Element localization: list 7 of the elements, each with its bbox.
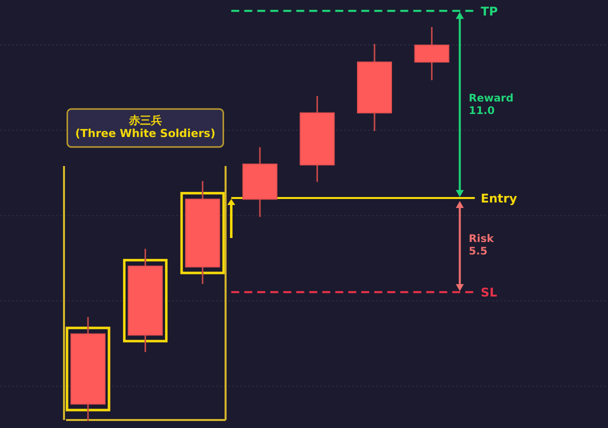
annotation: 赤三兵 (Three White Soldiers)	[66, 108, 224, 148]
annotation: Risk 5.5	[468, 233, 494, 258]
annotation: Reward 11.0	[468, 92, 514, 117]
ref-line-label: TP	[480, 4, 498, 18]
annotation: 赤三兵 (Three White Soldiers)	[75, 114, 216, 140]
ref-line-label: SL	[480, 286, 498, 300]
ref-line-label: Entry	[480, 191, 518, 206]
